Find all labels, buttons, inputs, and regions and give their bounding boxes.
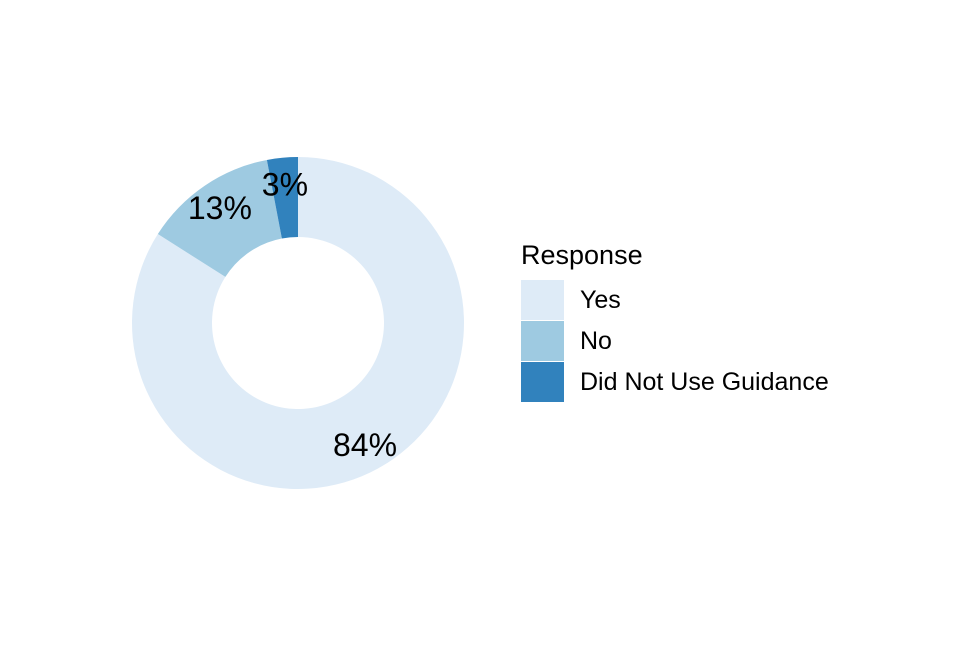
slice-labels: 84% 13% 3% <box>188 167 397 463</box>
legend-key-no <box>521 321 564 361</box>
legend-title: Response <box>521 240 643 270</box>
legend-key-yes <box>521 280 564 320</box>
donut-slices <box>131 157 464 490</box>
slice-label-yes: 84% <box>333 427 397 463</box>
legend: Response Yes No Did Not Use Guidance <box>521 240 829 402</box>
legend-key-did-not-use-guidance <box>521 362 564 402</box>
legend-label-did-not-use-guidance: Did Not Use Guidance <box>580 368 829 396</box>
legend-label-no: No <box>580 327 612 355</box>
slice-label-did-not-use-guidance: 3% <box>262 167 308 203</box>
legend-items: Yes No Did Not Use Guidance <box>521 280 829 402</box>
slice-did-not-use-guidance <box>266 157 298 239</box>
slice-yes <box>131 157 464 490</box>
slice-label-no: 13% <box>188 190 252 226</box>
legend-label-yes: Yes <box>580 286 621 314</box>
slice-no <box>157 159 282 277</box>
